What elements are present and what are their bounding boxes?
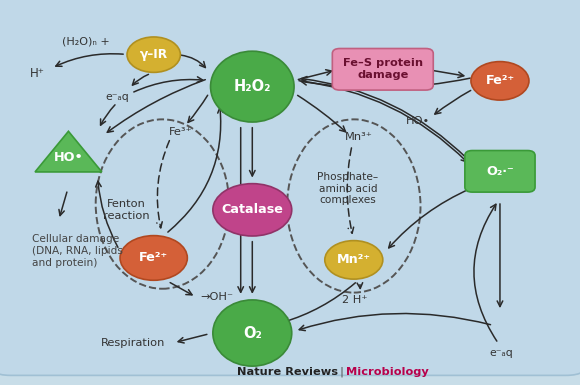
Ellipse shape bbox=[120, 236, 187, 280]
FancyBboxPatch shape bbox=[332, 49, 433, 90]
Text: O₂: O₂ bbox=[243, 326, 262, 340]
Text: Fe²⁺: Fe²⁺ bbox=[139, 251, 168, 264]
Ellipse shape bbox=[325, 241, 383, 279]
Text: Catalase: Catalase bbox=[222, 203, 283, 216]
Text: →OH⁻: →OH⁻ bbox=[201, 292, 234, 302]
Text: e⁻ₐq: e⁻ₐq bbox=[106, 92, 129, 102]
Text: Fe²⁺: Fe²⁺ bbox=[485, 74, 514, 87]
Ellipse shape bbox=[471, 62, 529, 100]
Ellipse shape bbox=[211, 51, 294, 122]
Text: HO•: HO• bbox=[405, 116, 430, 126]
Text: 2 H⁺: 2 H⁺ bbox=[342, 295, 368, 305]
FancyBboxPatch shape bbox=[0, 0, 580, 375]
Text: Cellular damage
(DNA, RNA, lipids
and protein): Cellular damage (DNA, RNA, lipids and pr… bbox=[32, 234, 124, 268]
Text: Nature Reviews: Nature Reviews bbox=[237, 367, 338, 377]
Text: Mn³⁺: Mn³⁺ bbox=[345, 132, 372, 142]
Text: Phosphate–
amino acid
complexes: Phosphate– amino acid complexes bbox=[317, 172, 379, 205]
Text: HO•: HO• bbox=[53, 151, 84, 164]
Text: γ–IR: γ–IR bbox=[140, 48, 168, 61]
Text: Fe³⁺: Fe³⁺ bbox=[169, 127, 193, 137]
Polygon shape bbox=[35, 131, 102, 172]
FancyBboxPatch shape bbox=[465, 151, 535, 192]
Text: Fenton
reaction: Fenton reaction bbox=[103, 199, 150, 221]
Text: H₂O₂: H₂O₂ bbox=[234, 79, 271, 94]
Text: (H₂O)ₙ +: (H₂O)ₙ + bbox=[62, 36, 110, 46]
Text: Fe–S protein
damage: Fe–S protein damage bbox=[343, 58, 423, 80]
Text: O₂·⁻: O₂·⁻ bbox=[486, 165, 514, 178]
Text: e⁻ₐq: e⁻ₐq bbox=[490, 348, 513, 358]
Text: Microbiology: Microbiology bbox=[346, 367, 429, 377]
Text: Mn²⁺: Mn²⁺ bbox=[337, 253, 371, 266]
Ellipse shape bbox=[213, 184, 292, 236]
Ellipse shape bbox=[213, 300, 292, 366]
Ellipse shape bbox=[127, 37, 180, 72]
Text: H⁺: H⁺ bbox=[30, 67, 45, 80]
Text: Respiration: Respiration bbox=[102, 338, 165, 348]
Text: |: | bbox=[339, 366, 343, 377]
